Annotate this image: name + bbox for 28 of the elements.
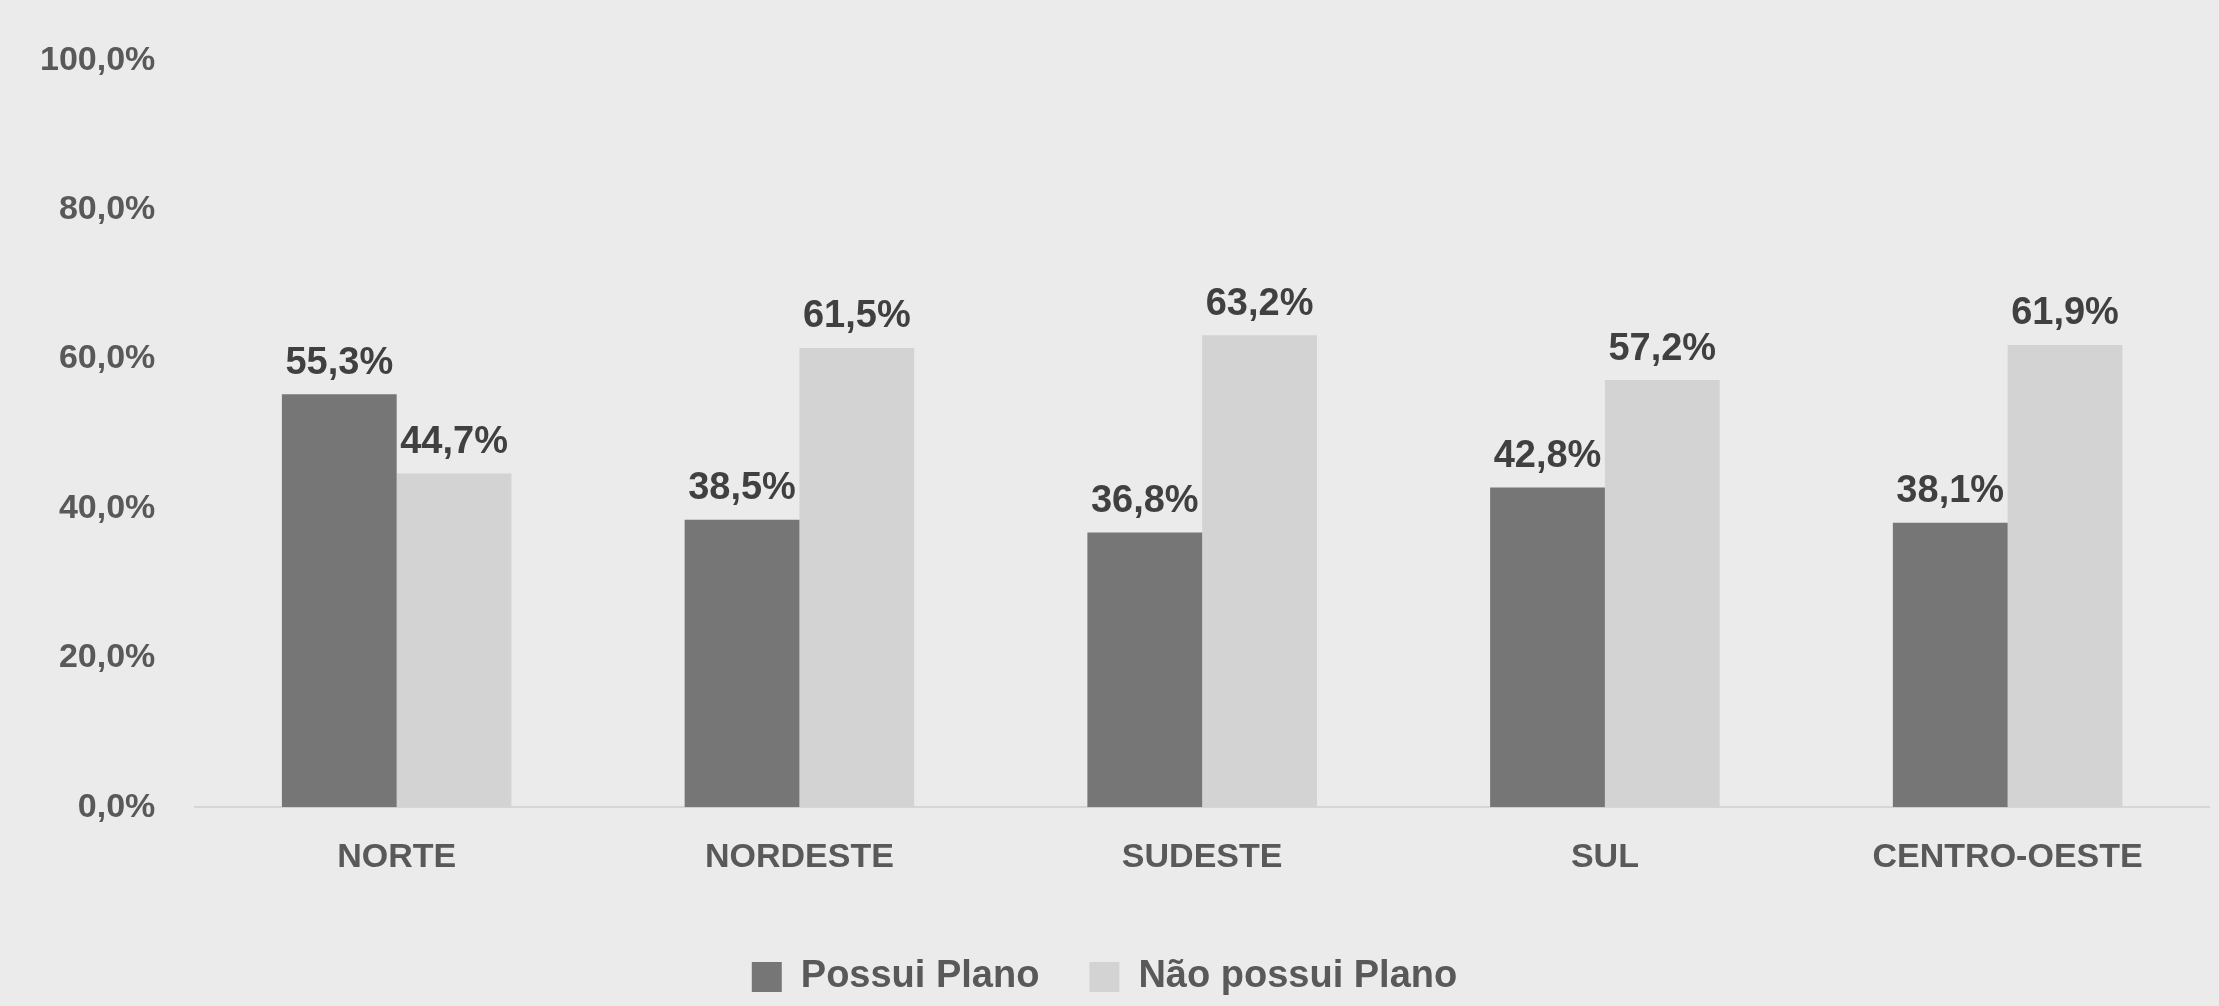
- data-label: 57,2%: [1608, 325, 1717, 368]
- bar: [281, 394, 397, 808]
- x-tick-label: NORTE: [337, 835, 457, 874]
- x-tick-label: SUDESTE: [1121, 835, 1283, 874]
- data-label: 55,3%: [285, 339, 394, 382]
- data-label: 38,5%: [688, 465, 796, 508]
- bar: [684, 519, 800, 808]
- data-label: 61,5%: [802, 293, 911, 336]
- bar: [1892, 522, 2008, 808]
- legend-label: Não possui Plano: [1138, 953, 1458, 996]
- x-tick-label: SUL: [1570, 835, 1639, 874]
- data-label: 38,1%: [1896, 468, 2005, 511]
- y-tick-label: 40,0%: [58, 486, 156, 525]
- bar: [1490, 487, 1605, 808]
- x-tick-label: NORDESTE: [704, 835, 894, 874]
- y-tick-label: 20,0%: [58, 636, 156, 675]
- x-tick-label: CENTRO-OESTE: [1872, 835, 2143, 874]
- data-label: 63,2%: [1205, 280, 1314, 323]
- y-tick-label: 80,0%: [58, 188, 156, 227]
- y-tick-label: 60,0%: [58, 337, 156, 376]
- data-label: 61,9%: [2011, 290, 2119, 333]
- data-label: 44,7%: [400, 418, 508, 461]
- data-label: 36,8%: [1090, 477, 1199, 520]
- legend-label: Possui Plano: [800, 953, 1040, 996]
- y-tick-label: 0,0%: [77, 785, 156, 824]
- data-label: 42,8%: [1493, 433, 1602, 476]
- bar: [1087, 532, 1203, 808]
- y-tick-label: 100,0%: [39, 38, 156, 77]
